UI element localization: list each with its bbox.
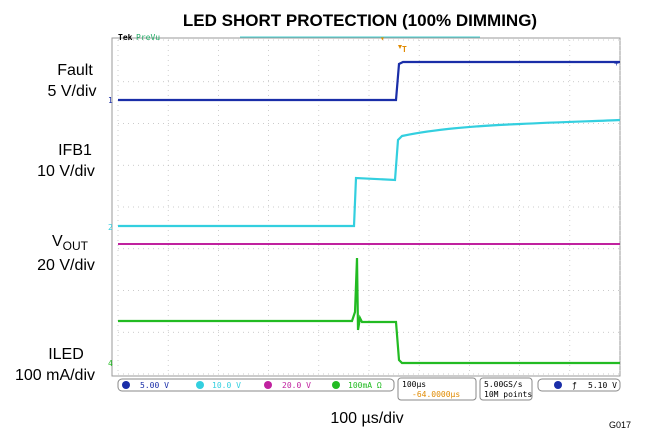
timebase-box bbox=[397, 377, 477, 401]
trace-fault bbox=[118, 60, 620, 102]
figure-id: G017 bbox=[609, 420, 631, 430]
delay: -64.0000µs bbox=[412, 390, 460, 399]
trigger-level: 5.10 V bbox=[588, 381, 617, 390]
trigger-t: T bbox=[402, 45, 407, 54]
ch-name-base: V bbox=[52, 233, 63, 250]
ch-name: Fault bbox=[57, 62, 93, 79]
ch-scale: 20 V/div bbox=[37, 257, 95, 274]
grid bbox=[117, 39, 621, 375]
ch2-dot bbox=[196, 381, 204, 389]
trig-dot bbox=[554, 381, 562, 389]
ch4-dot bbox=[332, 381, 340, 389]
status-box bbox=[117, 378, 395, 392]
rate-box bbox=[479, 377, 533, 401]
timebase: 100µs bbox=[402, 380, 426, 389]
ch2-scale: 10.0 V bbox=[212, 381, 241, 390]
scope-brand: Tek bbox=[118, 33, 133, 42]
ch-scale: 100 mA/div bbox=[15, 367, 95, 384]
ch-name: ILED bbox=[48, 346, 84, 363]
trig-slope: ƒ bbox=[572, 381, 577, 390]
ch-scale: 10 V/div bbox=[37, 163, 95, 180]
trace-iled bbox=[118, 257, 620, 365]
trace-ifb1 bbox=[118, 118, 621, 228]
ch-name: IFB1 bbox=[58, 142, 92, 159]
time-scale: 100 µs/div bbox=[330, 410, 403, 427]
trigger-pos: ▾ bbox=[380, 34, 385, 43]
ch2-marker: 2 bbox=[108, 223, 113, 232]
ch-name: VOUT bbox=[52, 233, 89, 253]
trigger-marker bbox=[398, 45, 402, 49]
points: 10M points bbox=[484, 390, 532, 399]
ch3-scale: 20.0 V bbox=[282, 381, 311, 390]
ch3-dot bbox=[264, 381, 272, 389]
ch1-scale: 5.00 V bbox=[140, 381, 169, 390]
ch4-marker: 4 bbox=[108, 359, 113, 368]
ch1-right: + bbox=[614, 59, 619, 68]
ch-name-sub: OUT bbox=[63, 239, 89, 253]
status-bar: 5.00 V 10.0 V 20.0 V 100mA Ω 100µs -64.0… bbox=[117, 377, 621, 401]
ch1-marker: 1 bbox=[108, 96, 113, 105]
ch-scale: 5 V/div bbox=[48, 83, 97, 100]
rate: 5.00GS/s bbox=[484, 380, 523, 389]
scope-mode: PreVu bbox=[136, 33, 160, 42]
ch4-scale: 100mA Ω bbox=[348, 381, 382, 390]
title: LED SHORT PROTECTION (100% DIMMING) bbox=[183, 11, 537, 30]
scope-screen bbox=[111, 37, 621, 377]
ch1-dot bbox=[122, 381, 130, 389]
